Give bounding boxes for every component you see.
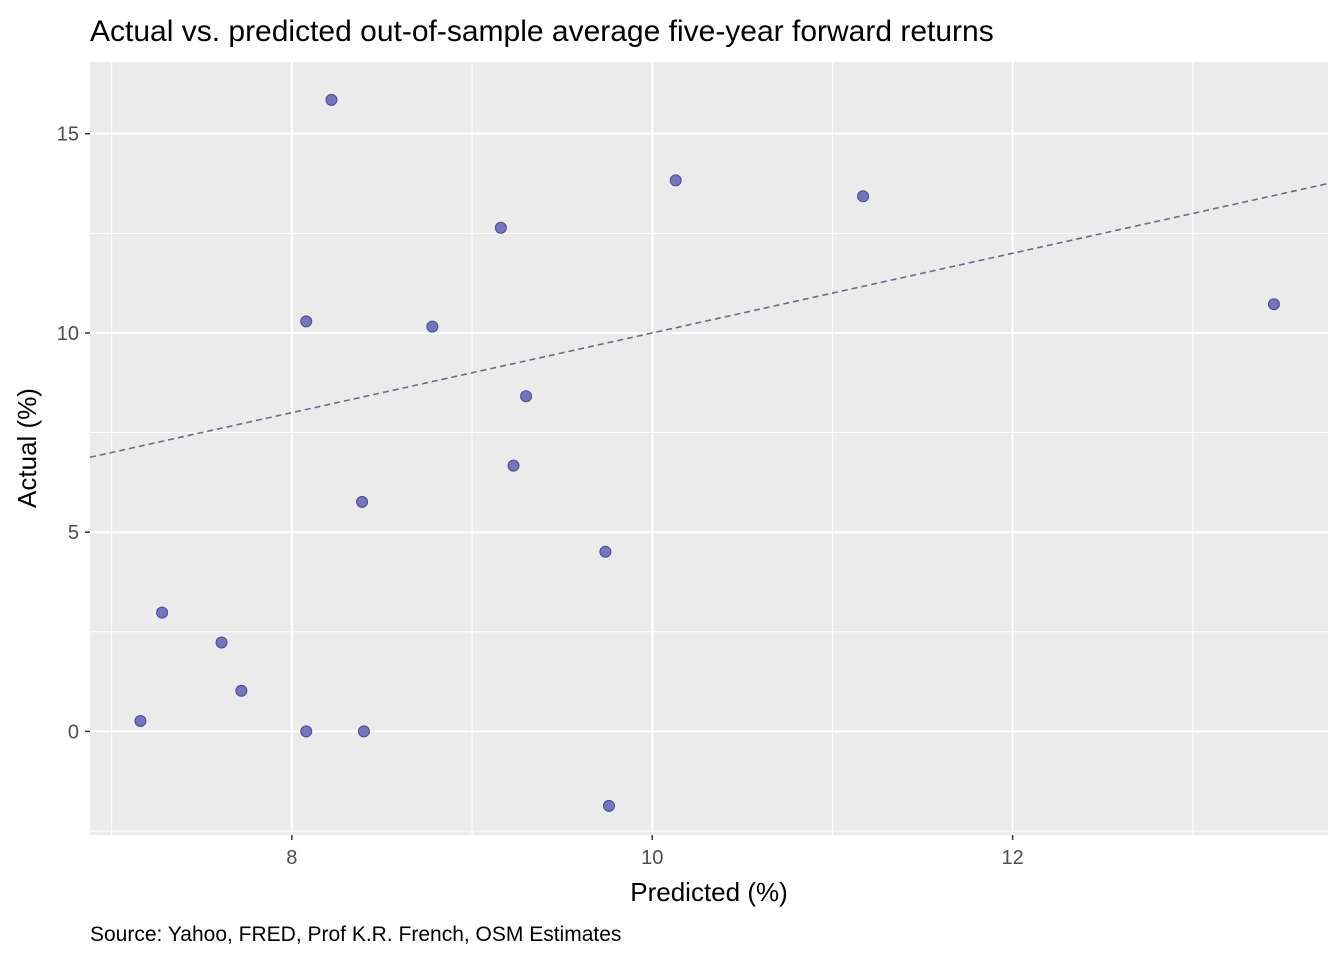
x-axis-title: Predicted (%) (630, 877, 788, 907)
data-points (134, 93, 1280, 812)
data-point (1267, 298, 1280, 311)
y-tick-label: 10 (57, 323, 79, 345)
data-point (215, 636, 228, 649)
y-axis: 0 5 10 15 (57, 124, 90, 743)
data-point (602, 799, 615, 812)
chart-caption: Source: Yahoo, FRED, Prof K.R. French, O… (90, 923, 621, 946)
data-point (494, 221, 507, 234)
y-tick-label: 5 (68, 522, 79, 544)
x-tick-label: 10 (641, 847, 663, 869)
y-tick-label: 15 (57, 124, 79, 146)
data-point (356, 495, 369, 508)
data-point (507, 459, 520, 472)
data-point (156, 606, 169, 619)
data-point (857, 190, 870, 203)
data-point (426, 320, 439, 333)
major-gridlines (90, 62, 1328, 835)
chart-title: Actual vs. predicted out-of-sample avera… (90, 15, 994, 48)
y-axis-title: Actual (%) (12, 388, 42, 508)
x-tick-label: 12 (1002, 847, 1024, 869)
y-tick-label: 0 (68, 721, 79, 743)
minor-gridlines (90, 62, 1328, 835)
data-point (357, 725, 370, 738)
plot-panel (90, 62, 1328, 835)
x-axis: 8 10 12 (286, 835, 1024, 869)
data-point (599, 545, 612, 558)
data-point (134, 715, 147, 728)
data-point (300, 315, 313, 328)
data-point (669, 174, 682, 187)
data-point (325, 93, 338, 106)
data-point (520, 390, 533, 403)
data-point (300, 725, 313, 738)
reference-line (89, 182, 1329, 459)
x-tick-label: 8 (286, 847, 297, 869)
data-point (235, 684, 248, 697)
